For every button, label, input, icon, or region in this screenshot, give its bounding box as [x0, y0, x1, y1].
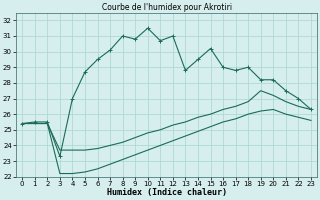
- Title: Courbe de l'humidex pour Akrotiri: Courbe de l'humidex pour Akrotiri: [101, 3, 232, 12]
- X-axis label: Humidex (Indice chaleur): Humidex (Indice chaleur): [107, 188, 227, 197]
